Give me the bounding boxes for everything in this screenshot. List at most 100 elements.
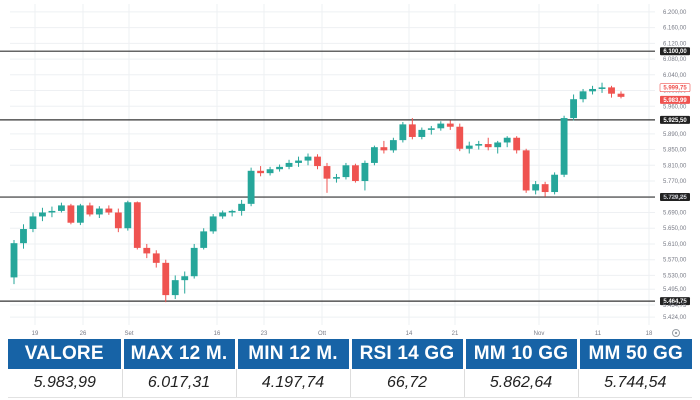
- candle-body: [370, 147, 378, 163]
- value-mm-50gg: 5.744,54: [578, 368, 692, 398]
- candle-body: [266, 169, 274, 174]
- candle-body: [238, 203, 246, 211]
- candle-body: [48, 210, 56, 213]
- y-tick-label: 5.424,00: [663, 315, 687, 321]
- y-tick-label: 6.120,00: [663, 41, 687, 47]
- candle-body: [551, 174, 559, 193]
- candle-body: [133, 202, 141, 248]
- candle-body: [162, 262, 170, 296]
- grid: [10, 4, 655, 325]
- candle-body: [105, 208, 113, 213]
- level-label: 5.464,75: [663, 299, 687, 305]
- y-tick-label: 5.530,00: [663, 273, 687, 279]
- candle-body: [427, 128, 435, 130]
- candle-body: [114, 212, 122, 229]
- value-rsi-14gg: 66,72: [350, 368, 465, 398]
- candle-body: [171, 280, 179, 296]
- header-min-12m: MIN 12 M.: [236, 339, 352, 369]
- stats-table: VALORE MAX 12 M. MIN 12 M. RSI 14 GG MM …: [8, 339, 692, 398]
- candle-body: [380, 147, 388, 151]
- last-price-label: 5.983,99: [663, 98, 687, 104]
- level-label-box: [660, 47, 690, 56]
- settings-icon[interactable]: [672, 329, 680, 337]
- candle-body: [200, 231, 208, 248]
- candle-body: [418, 129, 426, 137]
- candle-body: [181, 276, 189, 281]
- last-price-label-box: [660, 95, 690, 104]
- candle-body: [276, 166, 283, 170]
- y-tick-label: 6.160,00: [663, 26, 687, 32]
- y-tick-label: 5.570,00: [663, 258, 687, 264]
- x-tick-label: Ott: [318, 331, 326, 337]
- value-mm-10gg: 5.862,64: [464, 368, 579, 398]
- candle-body: [589, 88, 596, 92]
- candle-body: [285, 162, 293, 167]
- candle-body: [598, 87, 606, 89]
- candle-body: [399, 124, 407, 141]
- x-tick-label: 14: [406, 331, 413, 337]
- y-tick-label: 6.040,00: [663, 73, 687, 79]
- x-tick-label: 19: [32, 331, 39, 337]
- candle-body: [10, 243, 18, 278]
- value-max-12m: 6.017,31: [122, 368, 237, 398]
- candle-body: [579, 91, 587, 100]
- y-tick-label: 5.850,00: [663, 148, 687, 154]
- x-tick-label: 11: [595, 331, 602, 337]
- candle-body: [143, 247, 151, 254]
- candle-body: [352, 165, 359, 182]
- candles: [10, 82, 625, 303]
- y-tick-label: 5.690,00: [663, 210, 687, 216]
- candle-body: [190, 247, 198, 277]
- header-mm-10gg: MM 10 GG: [464, 339, 580, 369]
- header-rsi-14gg: RSI 14 GG: [350, 339, 466, 369]
- candle-body: [560, 118, 568, 175]
- y-tick-label: 5.810,00: [663, 163, 687, 169]
- candle-body: [617, 93, 625, 97]
- candle-body: [39, 212, 46, 217]
- candle-body: [408, 124, 416, 137]
- candle-body: [342, 165, 350, 178]
- candle-body: [532, 184, 540, 191]
- last-price-label-box: [659, 83, 691, 92]
- stats-value-row: 5.983,99 6.017,31 4.197,74 66,72 5.862,6…: [8, 368, 692, 398]
- candle-body: [323, 166, 331, 179]
- candle-body: [494, 142, 502, 148]
- candle-body: [58, 205, 65, 211]
- candle-body: [20, 229, 27, 244]
- candle-body: [76, 205, 84, 223]
- level-label: 5.925,50: [663, 118, 687, 124]
- header-max-12m: MAX 12 M.: [122, 339, 238, 369]
- candle-body: [513, 137, 521, 151]
- candle-body: [304, 156, 312, 161]
- candle-body: [475, 144, 483, 146]
- y-tick-label: 5.890,00: [663, 132, 687, 138]
- candle-body: [152, 253, 160, 263]
- level-label: 6.100,00: [663, 49, 687, 55]
- candle-body: [522, 150, 530, 191]
- x-tick-label: Set: [124, 331, 133, 337]
- last-price-label: 5.999,75: [663, 86, 687, 92]
- y-tick-label: 5.610,00: [663, 242, 687, 248]
- level-label: 5.729,25: [663, 195, 687, 201]
- y-axis: 6.200,00 6.160,00 6.120,00 6.080,00 6.040,00…: [663, 10, 687, 321]
- x-tick-label: 26: [80, 331, 87, 337]
- level-label-box: [660, 297, 690, 306]
- candle-body: [219, 212, 227, 217]
- level-label-box: [660, 193, 690, 202]
- y-tick-label: 5.495,00: [663, 287, 687, 293]
- candle-body: [209, 216, 217, 232]
- candle-body: [361, 162, 369, 182]
- candle-body: [465, 145, 473, 149]
- candle-body: [124, 202, 132, 229]
- level-label-box: [660, 115, 690, 124]
- candlestick-chart[interactable]: 6.100,00 5.925,50 5.729,25 5.464,75 6.200,0…: [0, 0, 700, 338]
- candle-body: [503, 137, 511, 143]
- candle-body: [29, 216, 37, 230]
- candle-body: [228, 210, 236, 213]
- candle-body: [95, 208, 103, 215]
- y-tick-label: 5.454,75: [663, 303, 687, 309]
- x-tick-label: 16: [214, 331, 221, 337]
- price-chart[interactable]: 6.100,00 5.925,50 5.729,25 5.464,75 6.200,0…: [0, 0, 700, 338]
- candle-body: [314, 156, 321, 167]
- candle-body: [608, 87, 615, 94]
